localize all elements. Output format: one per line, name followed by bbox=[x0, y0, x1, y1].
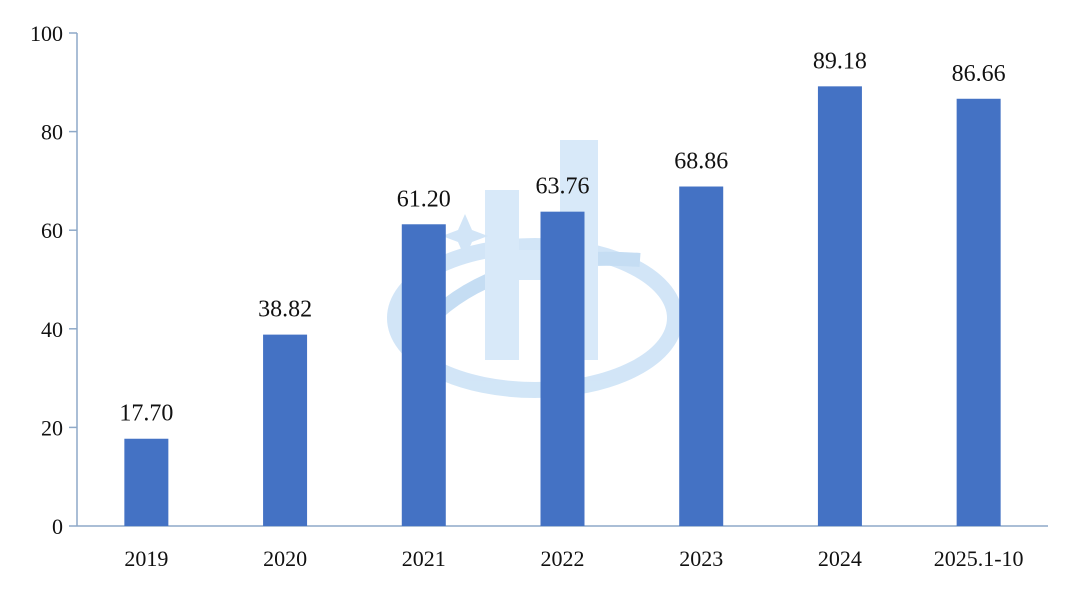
x-category-label: 2021 bbox=[402, 546, 446, 571]
bar bbox=[956, 98, 1001, 526]
y-tick-label: 60 bbox=[41, 218, 63, 243]
y-axis-ticks: 0 20 40 60 80 100 bbox=[30, 21, 77, 539]
x-category-label: 2019 bbox=[124, 546, 168, 571]
bar bbox=[679, 186, 724, 526]
bar bbox=[817, 86, 862, 527]
y-tick-label: 40 bbox=[41, 317, 63, 342]
x-axis-labels: 2019 2020 2021 2022 2023 2024 2025.1-10 bbox=[124, 546, 1023, 571]
data-labels: 17.70 38.82 61.20 63.76 68.86 89.18 86.66 bbox=[119, 48, 1005, 426]
bar bbox=[124, 438, 169, 526]
x-category-label: 2024 bbox=[818, 546, 862, 571]
x-category-label: 2022 bbox=[541, 546, 585, 571]
y-tick-label: 100 bbox=[30, 21, 63, 46]
bar-value-label: 61.20 bbox=[397, 186, 451, 212]
bar-value-label: 89.18 bbox=[813, 48, 867, 74]
bar bbox=[401, 224, 446, 526]
bar-value-label: 63.76 bbox=[536, 174, 590, 200]
x-category-label: 2020 bbox=[263, 546, 307, 571]
y-tick-label: 0 bbox=[52, 514, 63, 539]
bar-value-label: 38.82 bbox=[258, 297, 312, 323]
y-tick-label: 80 bbox=[41, 120, 63, 145]
bar-value-label: 17.70 bbox=[119, 401, 173, 427]
bar bbox=[540, 211, 585, 526]
x-category-label: 2023 bbox=[679, 546, 723, 571]
bar-series bbox=[124, 86, 1001, 527]
bar-value-label: 68.86 bbox=[674, 149, 728, 175]
bar bbox=[263, 334, 308, 526]
y-tick-label: 20 bbox=[41, 415, 63, 440]
x-category-label: 2025.1-10 bbox=[934, 546, 1024, 571]
bar-value-label: 86.66 bbox=[952, 61, 1006, 87]
